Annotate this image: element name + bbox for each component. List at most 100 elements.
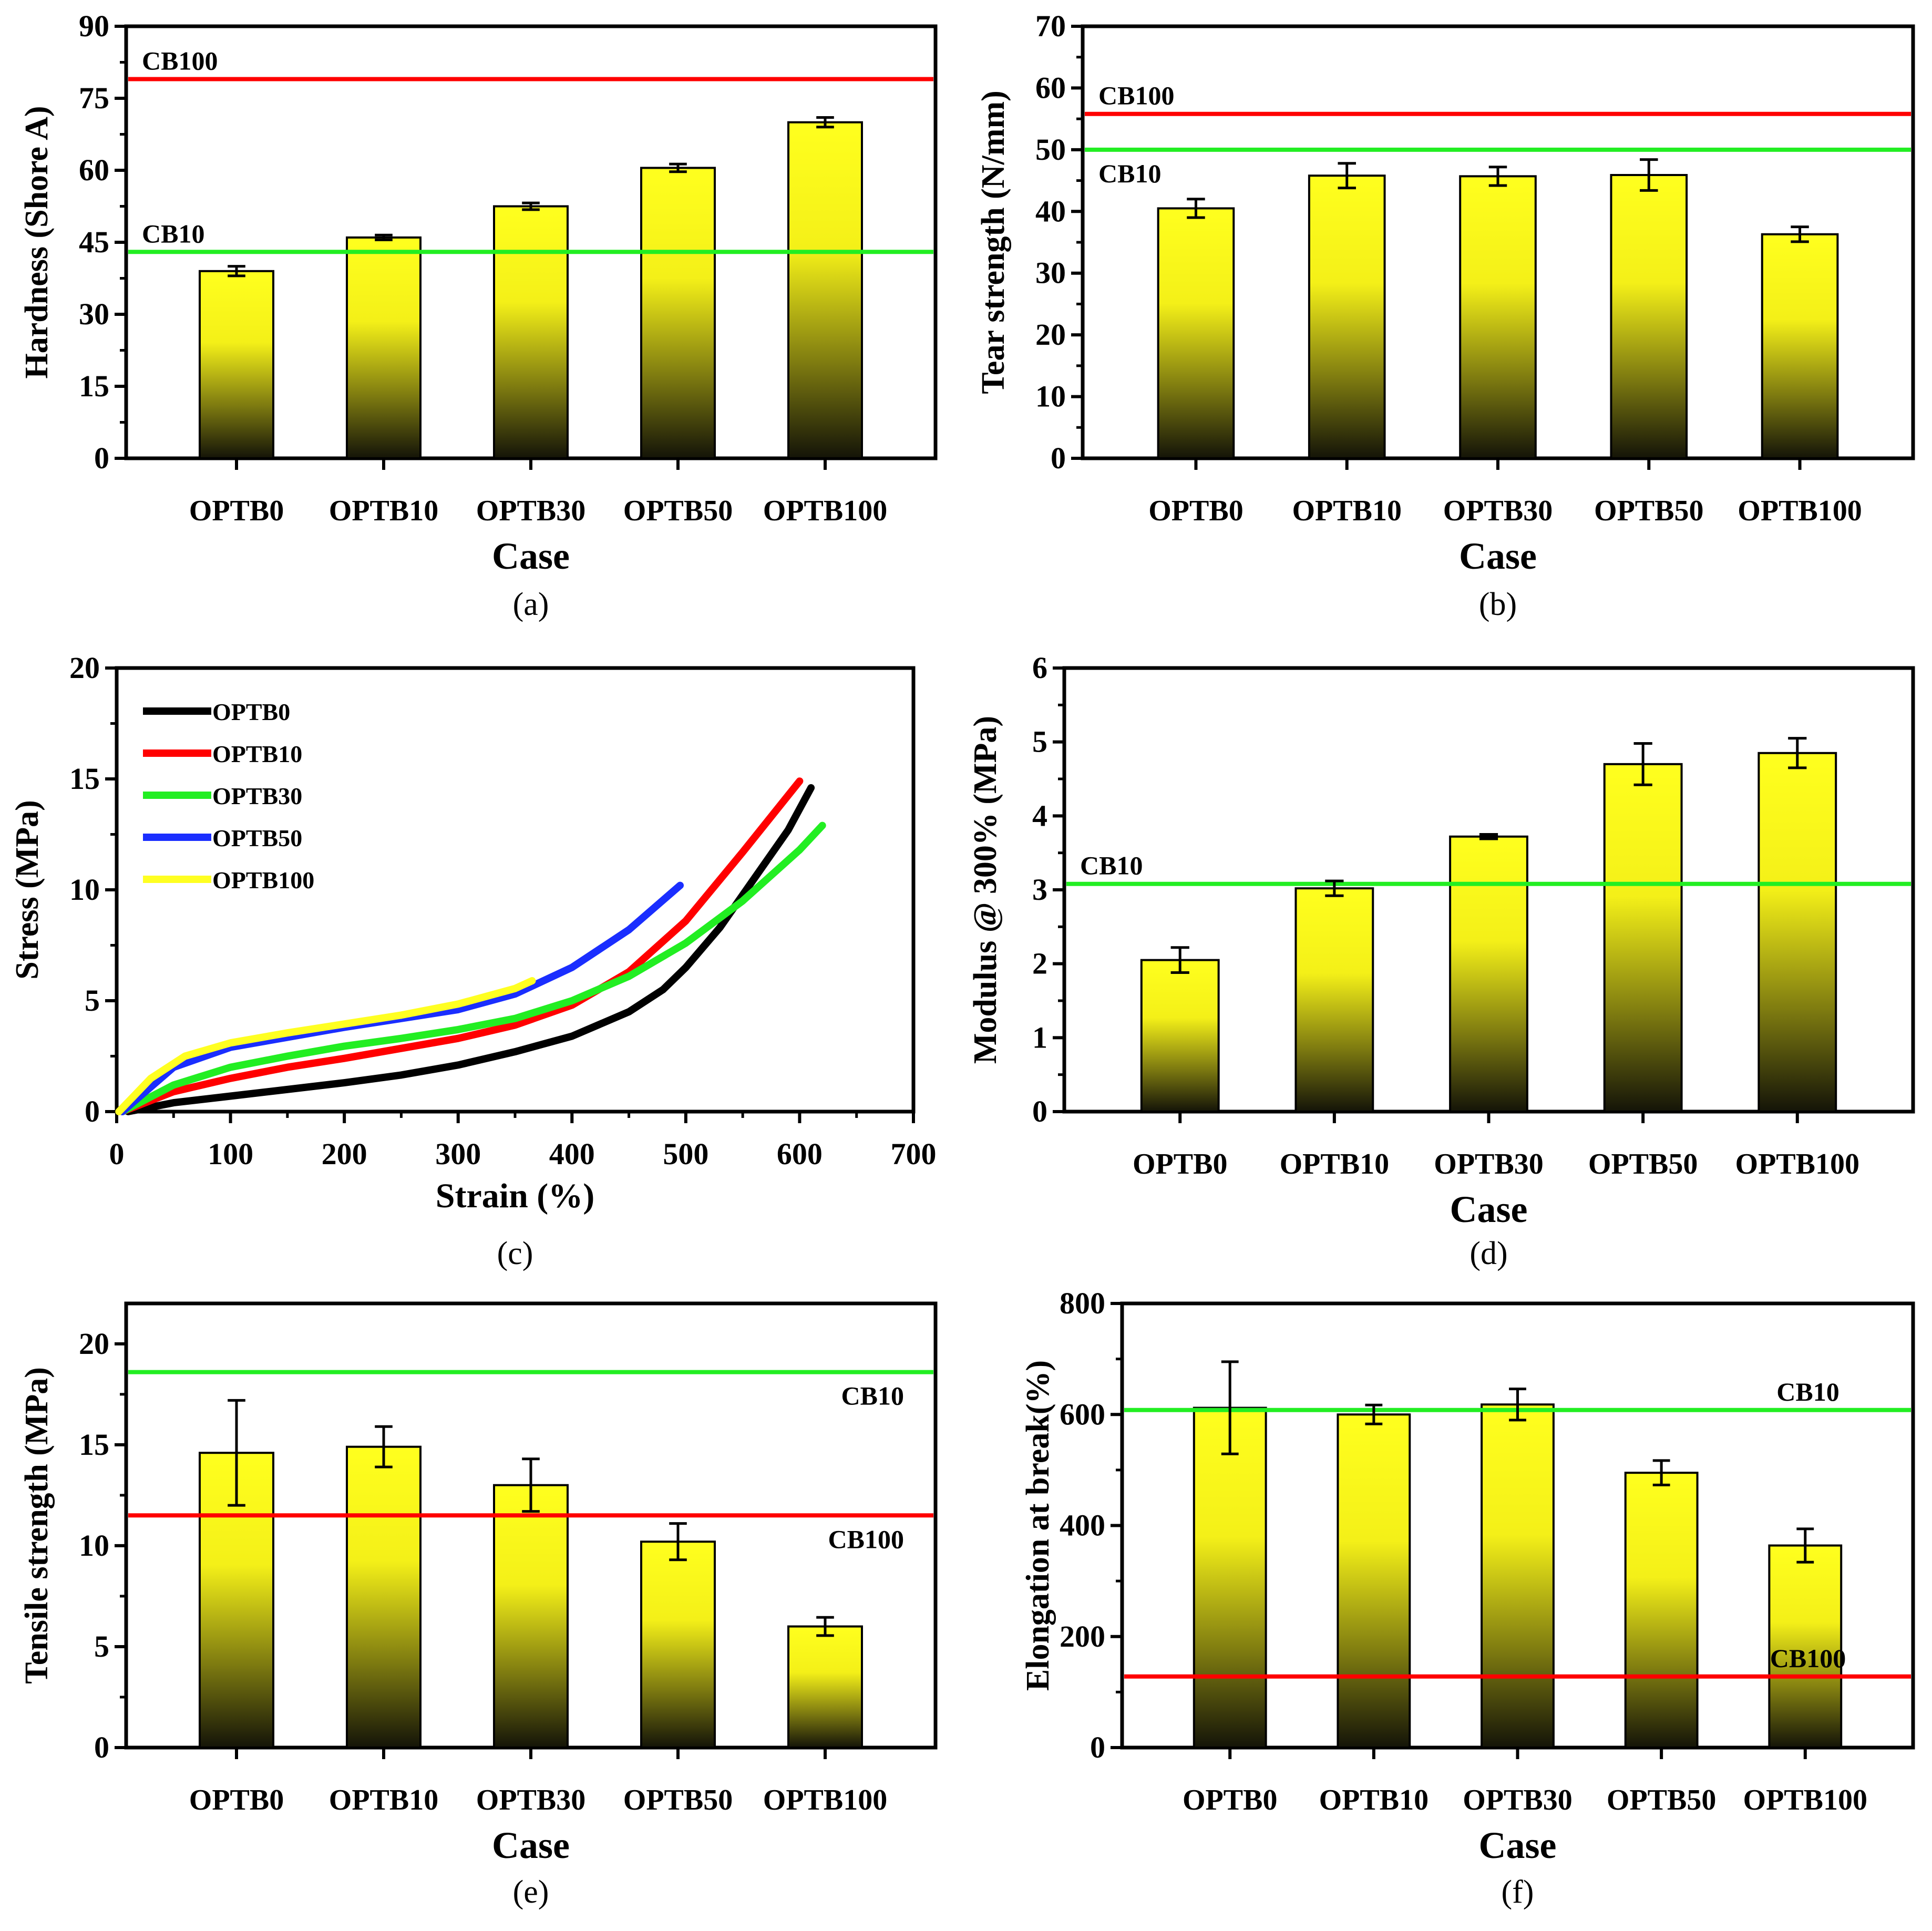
x-tick-label: OPTB50 [1588, 1148, 1698, 1180]
bar-optb30 [493, 1484, 569, 1749]
y-tick-label: 15 [79, 1427, 109, 1462]
x-tick-label: OPTB10 [329, 495, 438, 527]
y-tick-label: 0 [85, 1094, 100, 1128]
panel-c: 0 5 10 15 20 Stress (MPa) (c) 0 100 200 300 400 500 6… [9, 651, 937, 1271]
series-line-optb100 [115, 977, 536, 1115]
y-axis-title: Tensile strength (MPa) [19, 1367, 55, 1684]
bar-series [199, 1445, 863, 1749]
bar-optb100 [787, 1625, 863, 1749]
y-tick-label: 40 [1035, 194, 1066, 228]
y-axis-title: Modulus @ 300% (MPa) [968, 716, 1003, 1064]
x-tick-label: OPTB10 [329, 1784, 438, 1816]
x-tick-label: OPTB100 [763, 1784, 887, 1816]
x-axis-title: Case [1479, 1824, 1557, 1866]
bar-optb0 [1140, 959, 1220, 1113]
y-tick-label: 30 [1035, 256, 1066, 290]
bar-optb10 [346, 236, 422, 459]
x-axis-title: Strain (%) [436, 1177, 594, 1215]
legend-label-optb30: OPTB30 [212, 783, 302, 809]
x-axis-title: Case [1459, 535, 1537, 577]
x-tick-label: OPTB0 [189, 1784, 284, 1816]
y-tick-label: 50 [1035, 132, 1066, 167]
series-line-optb30 [118, 821, 826, 1115]
x-axis-title: Case [492, 1824, 570, 1866]
y-axis-title: Hardness (Shore A) [19, 106, 55, 378]
y-axis-title: Elongation at break(%) [1020, 1360, 1056, 1691]
x-axis: OPTB0 OPTB10 OPTB30 OPTB50 OPTB100 [1133, 1112, 1859, 1180]
x-tick-label: OPTB30 [1463, 1784, 1572, 1816]
bar-optb0 [199, 270, 274, 459]
bar-optb10 [1337, 1413, 1411, 1749]
y-tick-label: 20 [1035, 317, 1066, 352]
y-tick-label: 10 [69, 872, 100, 907]
line-series [115, 777, 826, 1115]
panel-label: (b) [1479, 587, 1517, 622]
bar-series [199, 121, 863, 459]
y-tick-label: 10 [1035, 379, 1066, 414]
error-bars [228, 116, 834, 278]
reference-label-cb10: CB10 [142, 219, 204, 248]
panel-label: (c) [497, 1236, 533, 1271]
y-tick-label: 200 [1060, 1619, 1105, 1653]
bar-optb0 [1193, 1406, 1267, 1749]
x-tick-label: OPTB10 [1319, 1784, 1429, 1816]
y-axis: 0 5 10 15 20 [69, 651, 117, 1128]
panel-label: (f) [1502, 1874, 1534, 1910]
bar-optb10 [1308, 174, 1386, 460]
y-tick-label: 0 [1051, 441, 1066, 475]
y-tick-label: 0 [1032, 1094, 1047, 1128]
x-tick-label: 400 [549, 1137, 595, 1171]
bar-optb30 [493, 205, 569, 459]
x-tick-label: OPTB30 [476, 1784, 585, 1816]
y-tick-label: 6 [1032, 651, 1047, 685]
y-tick-label: 1 [1032, 1020, 1047, 1054]
error-bars [228, 1399, 834, 1637]
x-tick-label: OPTB50 [1607, 1784, 1716, 1816]
y-tick-label: 0 [1090, 1730, 1105, 1764]
y-axis: 0 200 400 600 800 [1060, 1286, 1122, 1764]
bar-series [1157, 174, 1839, 460]
y-tick-label: 5 [85, 983, 100, 1018]
y-axis: 0 5 10 15 20 [79, 1327, 126, 1764]
x-tick-label: 500 [663, 1137, 708, 1171]
error-bars [1221, 1360, 1814, 1564]
y-axis-title: Tear strength (N/mm) [975, 90, 1011, 394]
bar-optb100 [787, 121, 863, 459]
legend: OPTB0 OPTB10 OPTB30 OPTB50 OPTB100 [143, 699, 314, 893]
x-tick-label: OPTB0 [1133, 1148, 1227, 1180]
bar-optb50 [1610, 174, 1688, 459]
legend-label-optb10: OPTB10 [212, 741, 302, 767]
bar-series [1193, 1403, 1843, 1749]
y-tick-label: 30 [79, 297, 109, 331]
reference-lines: CB100 CB10 [1085, 81, 1911, 188]
x-tick-label: OPTB30 [1443, 495, 1553, 527]
bar-optb30 [1481, 1403, 1555, 1749]
x-axis: OPTB0 OPTB10 OPTB30 OPTB50 OPTB100 [189, 1748, 887, 1816]
x-tick-label: OPTB50 [1594, 495, 1703, 527]
x-tick-label: OPTB50 [623, 495, 733, 527]
x-tick-label: 0 [109, 1137, 125, 1171]
y-tick-label: 5 [1032, 725, 1047, 759]
reference-label-cb100: CB100 [142, 46, 218, 75]
error-bars [1170, 737, 1807, 974]
reference-lines: CB10 CB100 [128, 1370, 933, 1554]
x-tick-label: OPTB100 [763, 495, 887, 527]
y-axis: 0 1 2 3 4 5 6 [1032, 651, 1064, 1128]
bar-optb50 [1603, 763, 1683, 1113]
bar-optb100 [1758, 752, 1837, 1113]
y-tick-label: 15 [69, 762, 100, 796]
y-tick-label: 60 [79, 153, 109, 187]
y-tick-label: 800 [1060, 1286, 1105, 1320]
x-tick-label: OPTB0 [189, 495, 284, 527]
x-axis: OPTB0 OPTB10 OPTB30 OPTB50 OPTB100 [189, 458, 887, 527]
error-bars [1187, 158, 1809, 243]
y-tick-label: 600 [1060, 1397, 1105, 1431]
y-tick-label: 90 [79, 9, 109, 43]
reference-label-cb10: CB10 [1776, 1377, 1839, 1406]
x-tick-label: OPTB100 [1735, 1148, 1859, 1180]
bar-optb10 [346, 1445, 422, 1749]
bar-optb0 [1157, 207, 1235, 459]
x-axis-title: Case [492, 535, 570, 577]
